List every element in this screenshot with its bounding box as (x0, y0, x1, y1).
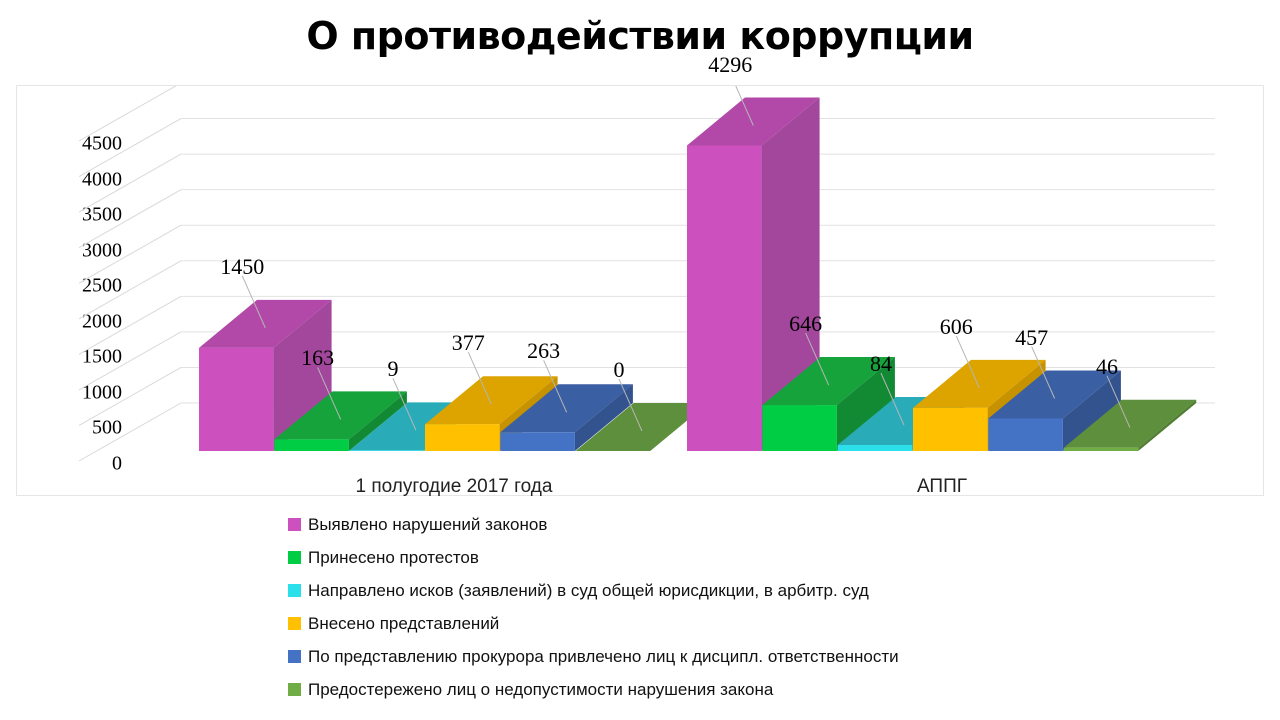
legend-item[interactable]: Принесено протестов (0, 541, 1280, 574)
legend-color-swatch-icon (288, 683, 301, 696)
legend-color-swatch-icon (288, 518, 301, 531)
chart-plot-area: 0 500 1000 1500 2000 2500 3000 3500 4000 4500 145… (16, 52, 1264, 497)
y-axis-tick: 0 (112, 452, 122, 475)
legend-color-swatch-icon (288, 551, 301, 564)
legend-item[interactable]: Предостережено лиц о недопустимости нару… (0, 673, 1280, 706)
bar-value-label: 9 (387, 356, 399, 382)
y-axis-tick: 3000 (82, 239, 122, 262)
x-axis-category-label: 1 полугодие 2017 года (355, 476, 553, 497)
chart-legend: Выявлено нарушений законов Принесено прот… (0, 508, 1280, 706)
chart-canvas (78, 86, 1215, 462)
legend-item-label: Принесено протестов (308, 547, 479, 567)
legend-item[interactable]: Направлено исков (заявлений) в суд общей… (0, 574, 1280, 607)
page-title: О противодействии коррупции (306, 14, 974, 58)
y-axis-tick: 500 (92, 416, 122, 439)
legend-color-swatch-icon (288, 617, 301, 630)
legend-item-label: Направлено исков (заявлений) в суд общей… (308, 580, 869, 600)
legend-item[interactable]: Внесено представлений (0, 607, 1280, 640)
bar-value-label: 46 (1095, 353, 1118, 379)
legend-item-label: Выявлено нарушений законов (308, 514, 548, 534)
bar-value-label: 1450 (220, 253, 265, 279)
y-axis-tick: 4000 (82, 168, 122, 191)
y-axis-tick: 1500 (82, 345, 122, 368)
legend-color-swatch-icon (288, 584, 301, 597)
y-axis-tick: 2000 (82, 310, 122, 333)
legend-item[interactable]: Выявлено нарушений законов (0, 508, 1280, 541)
y-axis-tick: 3500 (82, 203, 122, 226)
legend-item[interactable]: По представлению прокурора привлечено ли… (0, 640, 1280, 673)
bar-value-label: 4296 (708, 51, 753, 77)
y-axis-tick: 4500 (82, 132, 122, 155)
bar-value-label: 163 (301, 345, 335, 371)
y-axis-tick: 1000 (82, 381, 122, 404)
bar-value-label: 606 (939, 313, 973, 339)
bar-value-label: 457 (1015, 324, 1049, 350)
x-axis-category-label: АППГ (916, 476, 968, 497)
y-axis-tick: 2500 (82, 274, 122, 297)
bar-value-label: 263 (527, 338, 561, 364)
bar-value-label: 0 (613, 357, 625, 382)
bar-value-label: 646 (789, 311, 823, 337)
legend-item-label: По представлению прокурора привлечено ли… (308, 646, 899, 666)
legend-item-label: Предостережено лиц о недопустимости нару… (308, 679, 774, 699)
bar-value-label: 377 (451, 330, 485, 356)
bar-value-label: 84 (869, 351, 892, 377)
legend-item-label: Внесено представлений (308, 613, 500, 633)
legend-color-swatch-icon (288, 650, 301, 663)
y-axis: 0 500 1000 1500 2000 2500 3000 3500 4000 4500 (17, 86, 122, 497)
